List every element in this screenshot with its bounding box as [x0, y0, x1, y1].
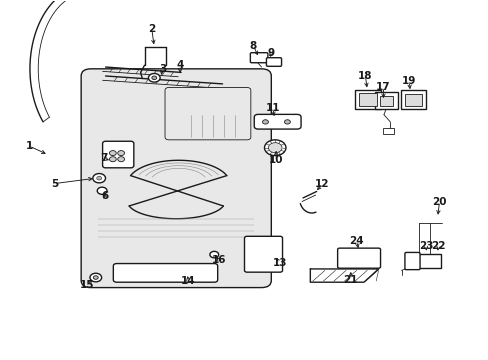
Text: 8: 8 [249, 41, 256, 50]
FancyBboxPatch shape [400, 90, 425, 109]
Text: 16: 16 [211, 255, 225, 265]
FancyBboxPatch shape [354, 90, 380, 109]
Circle shape [90, 273, 102, 282]
Circle shape [152, 76, 157, 80]
FancyBboxPatch shape [266, 58, 281, 66]
Text: 1: 1 [25, 141, 33, 151]
FancyBboxPatch shape [374, 93, 397, 109]
Text: 5: 5 [51, 179, 58, 189]
FancyBboxPatch shape [113, 264, 217, 282]
Circle shape [97, 187, 107, 194]
Circle shape [109, 157, 116, 162]
Text: 12: 12 [315, 179, 329, 189]
FancyBboxPatch shape [81, 69, 271, 288]
Text: 13: 13 [272, 258, 286, 268]
Text: 19: 19 [401, 76, 416, 86]
FancyBboxPatch shape [254, 114, 301, 129]
Text: 2: 2 [148, 24, 155, 35]
FancyBboxPatch shape [164, 87, 250, 140]
Text: 4: 4 [176, 60, 183, 70]
Text: 20: 20 [431, 197, 446, 207]
Circle shape [284, 120, 290, 124]
Text: 10: 10 [268, 155, 283, 165]
FancyBboxPatch shape [404, 252, 419, 270]
FancyBboxPatch shape [383, 128, 393, 134]
Circle shape [118, 157, 124, 162]
Circle shape [93, 276, 98, 279]
Text: 9: 9 [267, 48, 274, 58]
FancyBboxPatch shape [102, 141, 134, 168]
Circle shape [262, 120, 268, 124]
Text: 14: 14 [181, 276, 195, 286]
Circle shape [264, 140, 285, 156]
Circle shape [109, 150, 116, 156]
Text: 17: 17 [375, 82, 390, 92]
Text: 11: 11 [265, 103, 280, 113]
FancyBboxPatch shape [244, 236, 282, 272]
Text: 22: 22 [430, 241, 445, 251]
FancyBboxPatch shape [337, 248, 380, 268]
Text: 6: 6 [101, 191, 108, 201]
FancyBboxPatch shape [404, 94, 421, 106]
FancyBboxPatch shape [379, 96, 392, 106]
Circle shape [209, 251, 218, 258]
Circle shape [118, 150, 124, 156]
Circle shape [93, 174, 105, 183]
FancyBboxPatch shape [250, 53, 267, 63]
Text: 23: 23 [418, 241, 432, 251]
Text: 15: 15 [80, 280, 95, 290]
Text: 7: 7 [100, 153, 107, 163]
Text: 18: 18 [357, 71, 372, 81]
FancyBboxPatch shape [358, 93, 376, 106]
Text: 21: 21 [343, 275, 357, 285]
FancyBboxPatch shape [417, 253, 441, 267]
Circle shape [148, 73, 160, 82]
Circle shape [268, 143, 282, 153]
Circle shape [97, 176, 102, 180]
Text: 24: 24 [348, 236, 363, 246]
Text: 3: 3 [159, 64, 166, 74]
